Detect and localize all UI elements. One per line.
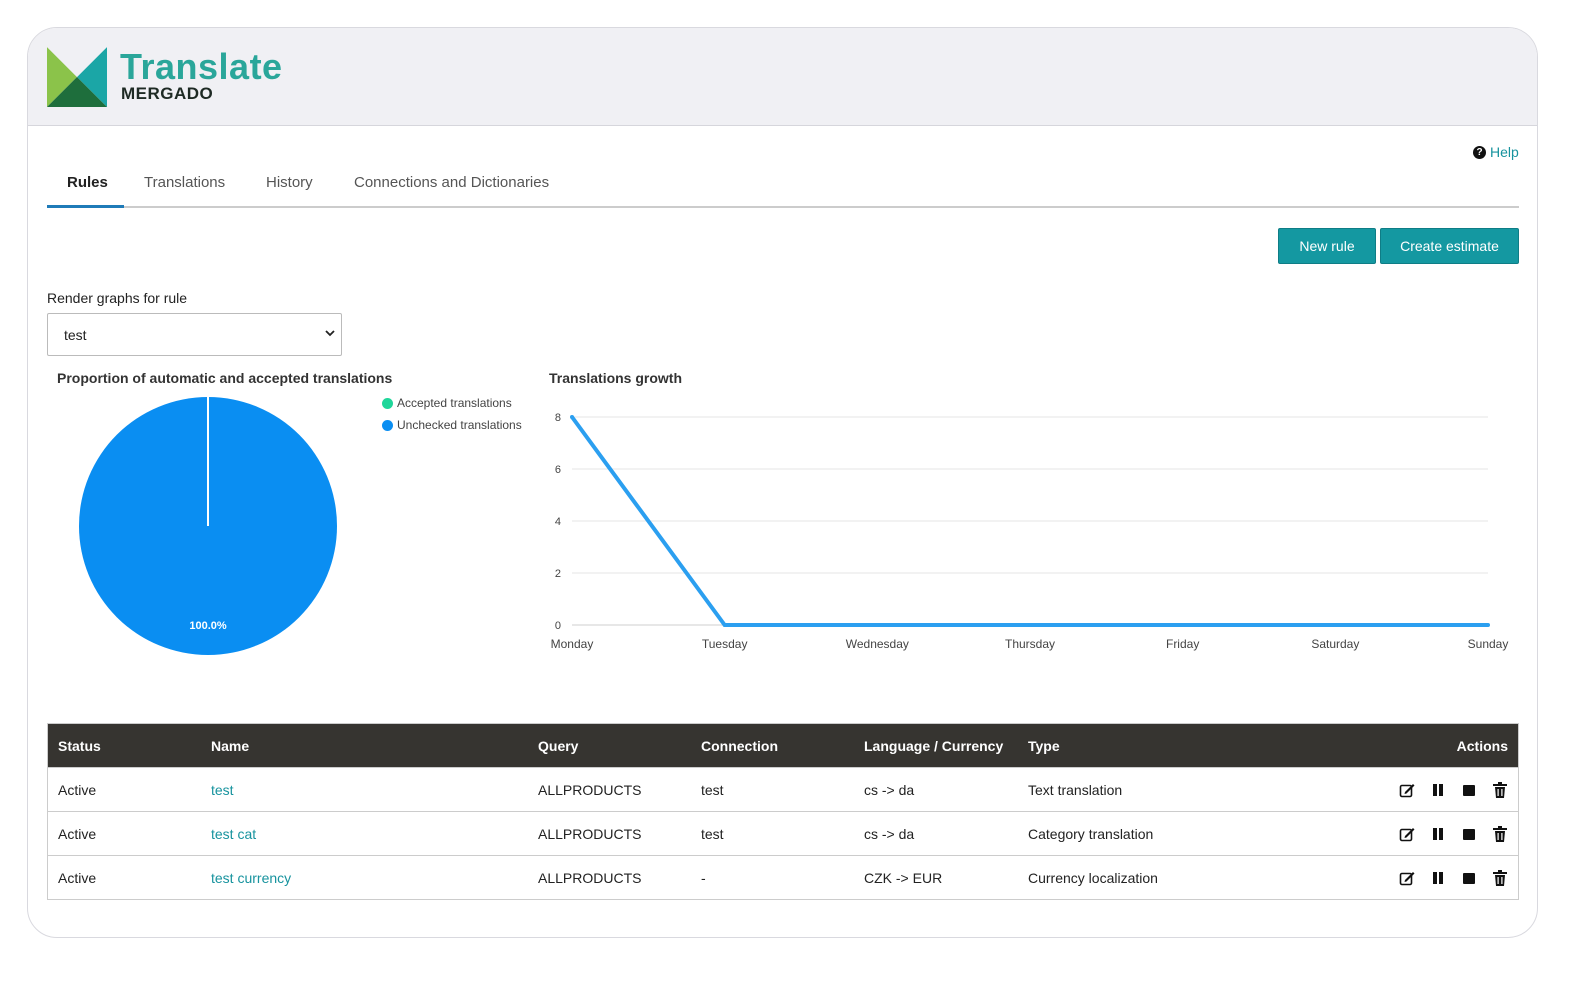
rules-table: Status Name Query Connection Language / … bbox=[47, 723, 1519, 900]
data-point[interactable] bbox=[722, 623, 727, 627]
cell-type: Category translation bbox=[1028, 825, 1154, 842]
table-row: Active test ALLPRODUCTS test cs -> da Text tr… bbox=[48, 767, 1518, 811]
cell-query: ALLPRODUCTS bbox=[538, 869, 642, 886]
create-estimate-button[interactable]: Create estimate bbox=[1380, 228, 1519, 264]
help-label: Help bbox=[1490, 144, 1519, 160]
line-chart-title: Translations growth bbox=[549, 370, 683, 386]
cell-connection: - bbox=[701, 869, 706, 886]
tab-connections-dictionaries[interactable]: Connections and Dictionaries bbox=[354, 174, 550, 191]
trash-icon[interactable] bbox=[1491, 781, 1509, 799]
line-chart: 0 2 4 6 8 Monday Tuesday Wednesday Thursday Frida… bbox=[551, 412, 1509, 651]
tab-rules[interactable]: Rules bbox=[67, 174, 108, 191]
x-tick-label: Wednesday bbox=[846, 637, 909, 651]
brand-subtitle: MERGADO bbox=[121, 84, 214, 103]
cell-status: Active bbox=[58, 869, 97, 886]
tab-bar: Rules Translations History Connections a… bbox=[47, 160, 1519, 208]
row-actions bbox=[1398, 825, 1509, 843]
pie-data-label: 100.0% bbox=[189, 620, 227, 632]
rule-select-value: test bbox=[64, 326, 87, 343]
table-row: Active test cat ALLPRODUCTS test cs -> da Cat… bbox=[48, 811, 1518, 855]
data-point[interactable] bbox=[570, 415, 574, 419]
legend-label-accepted: Accepted translations bbox=[397, 396, 512, 410]
row-actions bbox=[1398, 781, 1509, 799]
y-tick-label: 6 bbox=[555, 464, 561, 476]
x-tick-label: Thursday bbox=[1005, 637, 1055, 651]
x-tick-label: Friday bbox=[1166, 637, 1199, 651]
trash-icon[interactable] bbox=[1491, 869, 1509, 887]
header-query: Query bbox=[538, 737, 579, 754]
header-language-currency: Language / Currency bbox=[864, 737, 1004, 754]
header-actions: Actions bbox=[1456, 737, 1508, 754]
edit-icon[interactable] bbox=[1398, 869, 1416, 887]
x-tick-label: Monday bbox=[551, 637, 594, 651]
pause-icon[interactable] bbox=[1429, 781, 1447, 799]
legend-dot-accepted bbox=[382, 397, 393, 409]
tab-history[interactable]: History bbox=[266, 174, 313, 191]
header-name: Name bbox=[211, 737, 250, 754]
cell-type: Currency localization bbox=[1028, 869, 1158, 886]
question-circle-icon: ? bbox=[1473, 145, 1486, 159]
rule-name-link[interactable]: test bbox=[211, 781, 234, 798]
help-link[interactable]: ? Help bbox=[1473, 144, 1519, 160]
pause-icon[interactable] bbox=[1429, 825, 1447, 843]
cell-query: ALLPRODUCTS bbox=[538, 781, 642, 798]
x-tick-label: Tuesday bbox=[702, 637, 748, 651]
table-row: Active test currency ALLPRODUCTS - CZK -> EU… bbox=[48, 855, 1518, 899]
edit-icon[interactable] bbox=[1398, 781, 1416, 799]
header-connection: Connection bbox=[701, 737, 778, 754]
legend-label-unchecked: Unchecked translations bbox=[397, 418, 522, 432]
pie-legend: Accepted translations Unchecked translat… bbox=[382, 392, 522, 436]
cell-status: Active bbox=[58, 781, 97, 798]
app-card: Translate MERGADO ? Help Rules Translati… bbox=[27, 27, 1538, 938]
header-type: Type bbox=[1028, 737, 1060, 754]
legend-item-accepted[interactable]: Accepted translations bbox=[382, 392, 522, 414]
row-actions bbox=[1398, 869, 1509, 887]
chevron-down-icon bbox=[325, 328, 335, 340]
cell-language-currency: cs -> da bbox=[864, 825, 915, 842]
legend-item-unchecked[interactable]: Unchecked translations bbox=[382, 414, 522, 436]
legend-dot-unchecked bbox=[382, 419, 393, 431]
render-graphs-label: Render graphs for rule bbox=[47, 290, 188, 306]
cell-connection: test bbox=[701, 781, 724, 798]
new-rule-button[interactable]: New rule bbox=[1278, 228, 1376, 264]
rule-name-link[interactable]: test cat bbox=[211, 825, 257, 842]
cell-status: Active bbox=[58, 825, 97, 842]
x-tick-label: Saturday bbox=[1311, 637, 1359, 651]
data-point[interactable] bbox=[1180, 623, 1185, 627]
table-body: Active test ALLPRODUCTS test cs -> da Text tr… bbox=[48, 767, 1518, 899]
cell-query: ALLPRODUCTS bbox=[538, 825, 642, 842]
edit-icon[interactable] bbox=[1398, 825, 1416, 843]
table-header: Status Name Query Connection Language / … bbox=[48, 724, 1518, 767]
y-tick-label: 2 bbox=[555, 568, 561, 580]
cell-connection: test bbox=[701, 825, 724, 842]
active-tab-indicator bbox=[47, 205, 124, 208]
stop-icon[interactable] bbox=[1460, 781, 1478, 799]
stop-icon[interactable] bbox=[1460, 825, 1478, 843]
cell-language-currency: cs -> da bbox=[864, 781, 915, 798]
y-tick-label: 0 bbox=[555, 620, 561, 632]
y-tick-label: 8 bbox=[555, 412, 561, 424]
data-point[interactable] bbox=[875, 623, 880, 627]
tab-translations[interactable]: Translations bbox=[144, 174, 226, 191]
data-point[interactable] bbox=[1486, 623, 1490, 627]
app-header: Translate MERGADO bbox=[28, 28, 1537, 126]
data-point[interactable] bbox=[1333, 623, 1338, 627]
brand-title: Translate bbox=[120, 46, 283, 87]
data-point[interactable] bbox=[1028, 623, 1032, 627]
cell-language-currency: CZK -> EUR bbox=[864, 869, 943, 886]
cell-type: Text translation bbox=[1028, 781, 1123, 798]
translate-logo bbox=[47, 47, 107, 107]
y-tick-label: 4 bbox=[555, 516, 561, 528]
x-tick-label: Sunday bbox=[1468, 637, 1509, 651]
rule-select[interactable]: test bbox=[47, 313, 342, 356]
rule-name-link[interactable]: test currency bbox=[211, 869, 292, 886]
trash-icon[interactable] bbox=[1491, 825, 1509, 843]
pie-chart: 100.0% bbox=[79, 397, 337, 655]
stop-icon[interactable] bbox=[1460, 869, 1478, 887]
header-status: Status bbox=[58, 737, 101, 754]
pause-icon[interactable] bbox=[1429, 869, 1447, 887]
pie-chart-title: Proportion of automatic and accepted tra… bbox=[57, 370, 393, 386]
